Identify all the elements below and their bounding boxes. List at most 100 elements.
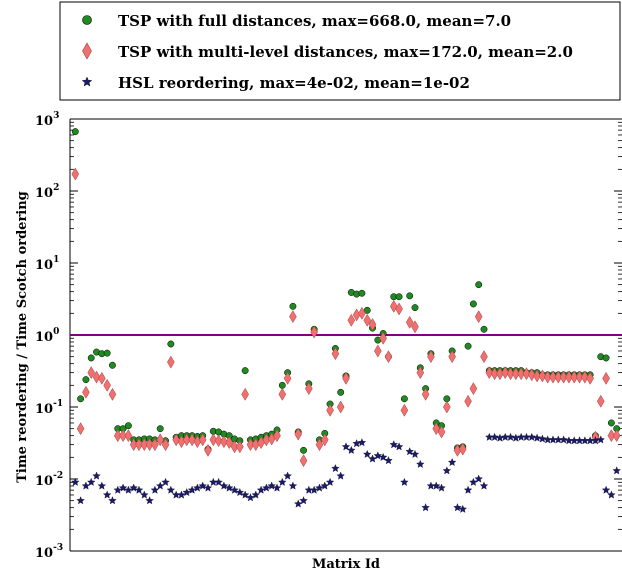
data-point-diamond	[575, 370, 584, 384]
data-point-circle	[602, 354, 610, 362]
data-point-star	[87, 477, 96, 486]
data-point-star	[352, 439, 361, 448]
data-point-star	[315, 483, 324, 492]
data-point-diamond	[82, 385, 90, 399]
data-point-circle	[363, 306, 371, 314]
data-point-diamond	[204, 443, 212, 457]
data-point-diamond	[432, 422, 441, 436]
y-axis-label: Time reordering / Time Scotch ordering	[15, 191, 30, 483]
y-tick-base: 10	[35, 186, 53, 201]
data-point-star	[108, 496, 117, 505]
data-point-circle	[71, 128, 79, 136]
legend-box	[59, 1, 621, 101]
data-point-star	[336, 471, 345, 480]
data-point-star	[320, 481, 329, 490]
data-point-star	[278, 477, 287, 486]
data-point-star	[134, 485, 144, 494]
data-point-star	[76, 496, 85, 505]
data-point-star	[357, 438, 367, 447]
data-point-star	[378, 452, 388, 461]
data-point-diamond	[336, 400, 345, 414]
data-point-circle	[469, 300, 477, 308]
data-point-diamond	[543, 370, 552, 384]
data-point-star	[559, 435, 568, 444]
data-point-diamond	[331, 347, 340, 361]
data-point-diamond	[379, 331, 387, 345]
data-point-star	[490, 432, 499, 441]
data-point-star	[262, 483, 271, 492]
data-point-star	[256, 485, 266, 494]
data-point-diamond	[113, 429, 122, 443]
data-point-star	[156, 481, 165, 490]
y-tick-label: 10-2	[35, 471, 63, 489]
data-point-star	[400, 477, 409, 486]
data-point-diamond	[570, 370, 579, 384]
data-point-diamond	[358, 306, 366, 320]
data-point-star	[129, 483, 138, 492]
y-tick-exponent: 2	[53, 183, 59, 193]
data-point-star	[161, 477, 170, 486]
data-point-circle	[480, 325, 488, 333]
data-point-diamond	[384, 350, 393, 364]
legend-marker-multilevel	[82, 42, 92, 60]
y-tick-base: 10	[35, 402, 53, 417]
data-point-star	[373, 451, 383, 460]
data-point-diamond	[506, 367, 515, 381]
data-point-star	[532, 433, 542, 442]
data-point-diamond	[416, 366, 425, 380]
data-point-star	[140, 490, 149, 499]
y-tick-base: 10	[35, 258, 53, 273]
y-tick-exponent: 3	[53, 111, 59, 121]
data-point-diamond	[108, 387, 117, 401]
data-point-diamond	[411, 320, 419, 334]
data-point-diamond	[209, 433, 218, 447]
data-point-diamond	[586, 371, 594, 385]
data-point-star	[299, 496, 308, 505]
data-point-diamond	[172, 433, 180, 447]
data-point-diamond	[92, 370, 101, 384]
data-point-diamond	[87, 366, 96, 380]
y-tick-base: 10	[35, 546, 53, 561]
data-point-star	[442, 466, 452, 475]
data-point-diamond	[421, 387, 430, 401]
data-point-diamond	[501, 366, 510, 380]
data-point-star	[363, 449, 372, 458]
data-point-star	[92, 471, 101, 480]
data-point-star	[463, 485, 473, 494]
data-point-star	[113, 485, 122, 494]
data-point-circle	[82, 376, 90, 384]
y-tick-exponent: -1	[53, 399, 63, 409]
data-point-diamond	[320, 433, 329, 447]
data-point-circle	[475, 281, 483, 289]
data-point-star	[495, 433, 505, 442]
data-point-star	[81, 481, 91, 490]
data-point-star	[97, 481, 107, 490]
data-point-diamond	[437, 425, 446, 439]
data-point-star	[432, 481, 441, 490]
legend-marker-hsl	[81, 76, 93, 87]
data-point-star	[421, 503, 430, 512]
data-point-star	[246, 493, 255, 502]
data-point-diamond	[71, 167, 80, 181]
data-point-star	[294, 499, 303, 508]
data-point-diamond	[145, 438, 154, 452]
data-point-star	[187, 485, 197, 494]
data-point-circle	[87, 354, 95, 362]
data-point-star	[384, 456, 393, 465]
data-point-diamond	[527, 368, 536, 382]
data-point-diamond	[76, 422, 85, 436]
data-point-star	[251, 490, 260, 499]
legend-marker-full	[82, 15, 92, 25]
data-point-star	[118, 483, 128, 492]
data-point-diamond	[448, 350, 456, 364]
data-point-circle	[77, 395, 85, 403]
data-point-circle	[289, 302, 297, 310]
data-point-star	[596, 435, 605, 444]
data-point-diamond	[161, 438, 170, 452]
data-point-star	[389, 440, 398, 449]
data-point-star	[453, 503, 462, 512]
data-point-star	[177, 490, 186, 499]
data-point-diamond	[167, 355, 175, 369]
